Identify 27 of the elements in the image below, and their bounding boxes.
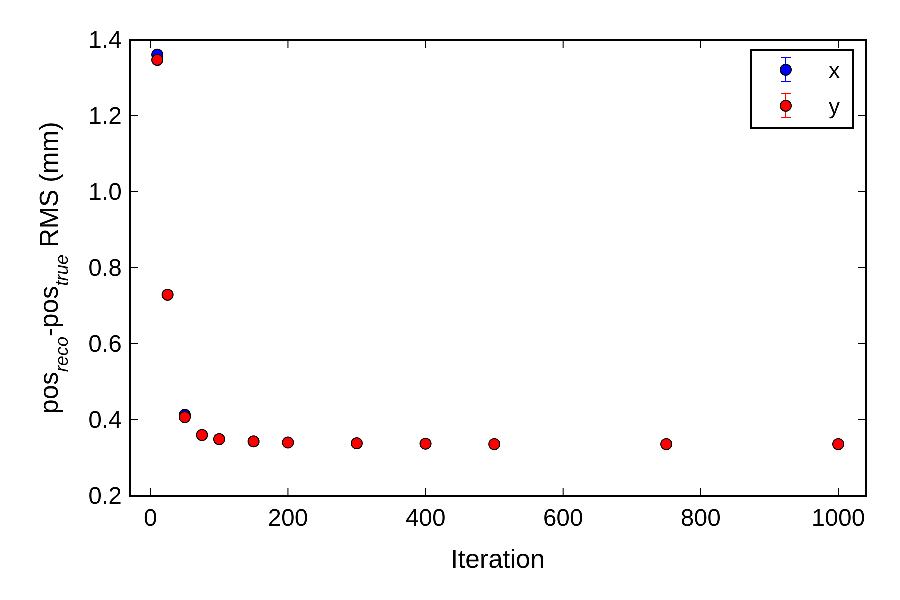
legend-label: x (829, 58, 840, 83)
y-tick-label: 1.2 (88, 103, 122, 130)
y-tick-label: 1.4 (88, 27, 122, 54)
point (350, 438, 363, 450)
y-tick-label: 0.8 (88, 255, 122, 282)
x-axis-title: Iteration (451, 544, 545, 574)
point (282, 436, 294, 449)
point (196, 429, 208, 442)
y-tick-label: 0.4 (88, 407, 122, 434)
point (152, 54, 164, 66)
point (832, 438, 844, 450)
point (248, 436, 260, 448)
y-tick-label: 0.6 (88, 331, 122, 358)
x-tick-label: 600 (543, 505, 584, 532)
y-tick-label: 1.0 (88, 179, 122, 206)
x-tick-label: 800 (680, 505, 721, 532)
x-tick-label: 1000 (812, 505, 866, 532)
point (162, 288, 174, 301)
x-tick-label: 400 (406, 505, 446, 532)
point (213, 433, 226, 446)
point (488, 438, 501, 450)
point (420, 438, 432, 450)
x-tick-label: 0 (144, 505, 158, 532)
point (660, 438, 673, 450)
legend-label: y (829, 94, 840, 119)
x-tick-label: 200 (268, 505, 308, 532)
y-tick-label: 0.2 (88, 483, 122, 510)
